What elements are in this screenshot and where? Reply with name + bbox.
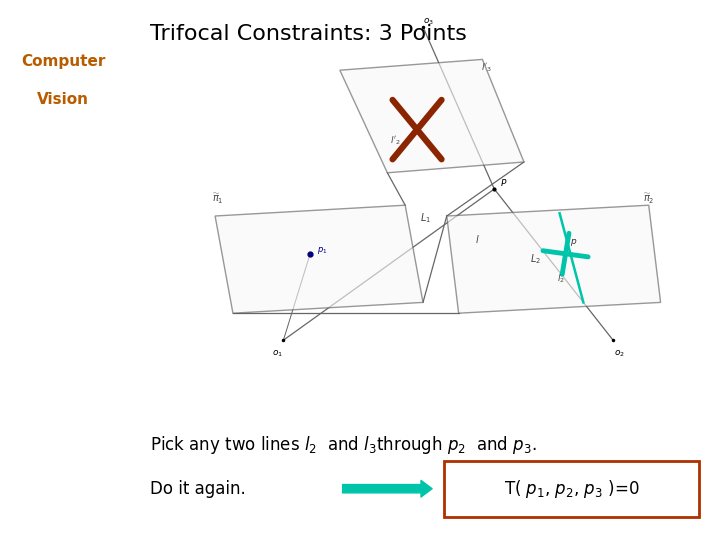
Text: $\widetilde{\pi}_2$: $\widetilde{\pi}_2$ <box>643 192 654 206</box>
Text: $o_2$: $o_2$ <box>613 348 624 359</box>
Polygon shape <box>340 59 524 173</box>
Text: Do it again.: Do it again. <box>150 480 246 498</box>
Text: $l_2$: $l_2$ <box>557 273 565 285</box>
Text: $p_1$: $p_1$ <box>318 245 328 255</box>
Polygon shape <box>446 205 661 313</box>
Text: Trifocal Constraints: 3 Points: Trifocal Constraints: 3 Points <box>150 24 467 44</box>
FancyArrowPatch shape <box>343 481 432 497</box>
Text: $l'_2$: $l'_2$ <box>390 134 401 146</box>
Text: $P$: $P$ <box>500 177 508 188</box>
Text: $L_1$: $L_1$ <box>420 211 431 225</box>
Text: $l'_3$: $l'_3$ <box>481 61 491 73</box>
Text: $L_2$: $L_2$ <box>530 252 541 266</box>
Text: $l$: $l$ <box>474 233 480 245</box>
Polygon shape <box>215 205 423 313</box>
Text: $o_1$: $o_1$ <box>272 348 283 359</box>
Text: Vision: Vision <box>37 92 89 107</box>
FancyBboxPatch shape <box>444 461 699 517</box>
Text: $\widetilde{\pi}_1$: $\widetilde{\pi}_1$ <box>212 192 224 206</box>
Text: Pick any two lines $l_2$  and $l_3$through $p_2$  and $p_3$.: Pick any two lines $l_2$ and $l_3$throug… <box>150 435 536 456</box>
Text: Computer: Computer <box>21 54 105 69</box>
Text: T( $p_1$, $p_2$, $p_3$ )=0: T( $p_1$, $p_2$, $p_3$ )=0 <box>504 478 639 500</box>
Text: $p$: $p$ <box>570 237 577 248</box>
Text: $o_3$: $o_3$ <box>423 16 434 27</box>
